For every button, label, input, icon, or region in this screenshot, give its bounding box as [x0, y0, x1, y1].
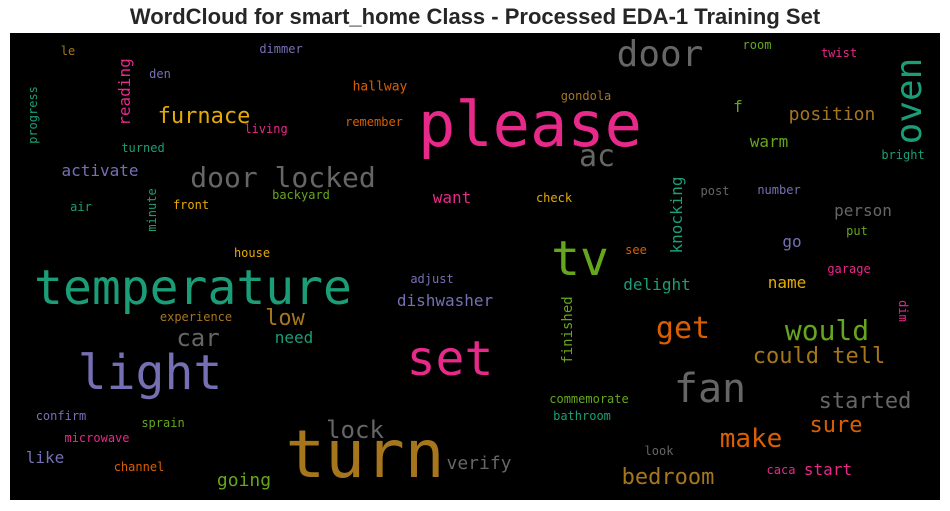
word-delight: delight [623, 275, 691, 294]
word-person: person [834, 201, 892, 220]
word-bright: bright [881, 148, 925, 162]
word-turn: turn [285, 416, 445, 493]
word-knocking: knocking [667, 176, 686, 254]
word-f: f [733, 97, 743, 116]
word-front: front [172, 198, 210, 212]
word-lock: lock [326, 416, 384, 444]
word-dishwasher: dishwasher [396, 291, 494, 310]
word-set: set [406, 331, 494, 387]
word-go: go [782, 232, 802, 251]
word-temperature: temperature [34, 260, 352, 316]
word-house: house [233, 246, 271, 260]
word-le: le [60, 44, 76, 58]
word-activate: activate [61, 161, 139, 180]
word-furnace: furnace [157, 104, 251, 129]
word-check: check [535, 191, 573, 205]
word-fan: fan [673, 366, 747, 412]
word-bedroom: bedroom [621, 465, 715, 490]
word-sprain: sprain [141, 416, 185, 430]
word-dim: dim [896, 300, 910, 322]
word-gondola: gondola [560, 89, 612, 103]
word-door-locked: door locked [190, 161, 376, 194]
wordcloud-canvas: please turn temperature light set tv door oven f… [10, 33, 940, 500]
word-backyard: backyard [272, 188, 330, 202]
word-car: car [176, 324, 220, 352]
word-going: going [216, 470, 272, 491]
word-sure: sure [809, 413, 863, 438]
word-confirm: confirm [35, 409, 87, 423]
word-remember: remember [345, 115, 403, 129]
word-finished: finished [560, 296, 576, 364]
word-channel: channel [113, 460, 165, 474]
word-experience: experience [159, 310, 233, 324]
word-like: like [25, 448, 65, 467]
word-oven: oven [889, 57, 930, 145]
word-look: look [644, 444, 674, 458]
word-name: name [767, 273, 807, 292]
word-warm: warm [749, 132, 789, 151]
word-make: make [719, 424, 783, 454]
word-air: air [70, 200, 92, 214]
word-door: door [616, 34, 704, 75]
word-number: number [757, 183, 801, 197]
word-put: put [846, 224, 868, 238]
word-light: light [77, 345, 223, 401]
word-room: room [742, 38, 772, 52]
word-caca: caca [766, 463, 796, 477]
word-get: get [655, 311, 711, 346]
word-low: low [265, 306, 305, 331]
word-bathroom: bathroom [553, 409, 611, 423]
word-post: post [700, 184, 730, 198]
word-reading: reading [115, 58, 134, 126]
word-den: den [149, 67, 171, 81]
word-want: want [432, 188, 472, 207]
word-adjust: adjust [410, 272, 454, 286]
word-living: living [244, 122, 288, 136]
word-could-tell: could tell [752, 344, 886, 369]
word-dimmer: dimmer [259, 42, 303, 56]
word-hallway: hallway [352, 79, 408, 95]
word-progress: progress [26, 86, 40, 144]
word-please: please [418, 88, 642, 161]
word-tv: tv [551, 231, 609, 287]
word-microwave: microwave [64, 431, 130, 445]
word-would: would [784, 314, 870, 347]
word-commemorate: commemorate [549, 392, 629, 406]
word-minute: minute [145, 188, 159, 232]
chart-title: WordCloud for smart_home Class - Process… [129, 4, 821, 29]
word-start: start [803, 460, 853, 479]
word-twist: twist [820, 46, 858, 60]
word-started: started [818, 389, 912, 414]
word-ac: ac [578, 139, 616, 174]
word-garage: garage [827, 262, 871, 276]
word-turned: turned [121, 141, 165, 155]
word-see: see [625, 243, 647, 257]
word-position: position [788, 104, 876, 125]
word-need: need [274, 328, 314, 347]
word-verify: verify [446, 453, 512, 474]
